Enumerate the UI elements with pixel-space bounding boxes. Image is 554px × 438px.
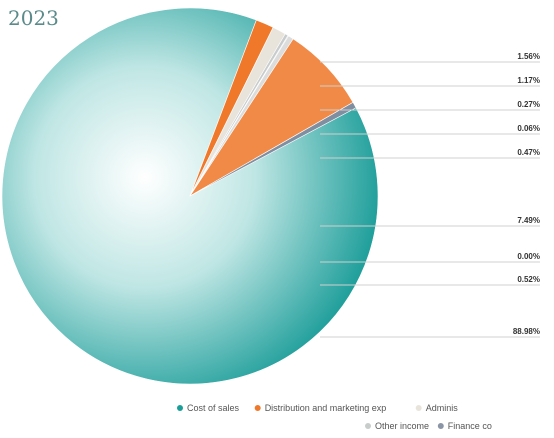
legend-swatch <box>415 405 422 411</box>
data-label: 7.49% <box>517 216 540 225</box>
data-label: 0.52% <box>517 275 540 284</box>
legend-swatch <box>365 423 371 429</box>
data-label: 1.17% <box>517 76 540 85</box>
chart-title: 2023 <box>8 6 59 30</box>
data-label: 88.98% <box>513 327 540 336</box>
legend-swatch <box>177 405 183 411</box>
data-label: 0.06% <box>517 124 540 133</box>
data-label: 0.47% <box>517 148 540 157</box>
pie-slice <box>189 101 357 197</box>
legend-swatch <box>254 405 261 411</box>
legend-item: Finance co <box>448 421 492 431</box>
data-label: 1.56% <box>517 52 540 61</box>
legend-swatch <box>437 423 444 429</box>
legend-item: Cost of sales <box>187 403 240 413</box>
legend-item: Adminis <box>426 403 459 413</box>
data-label: 0.27% <box>517 100 540 109</box>
data-label: 0.00% <box>517 252 540 261</box>
legend-item: Other income <box>375 421 429 431</box>
legend-item: Distribution and marketing exp <box>265 403 387 413</box>
